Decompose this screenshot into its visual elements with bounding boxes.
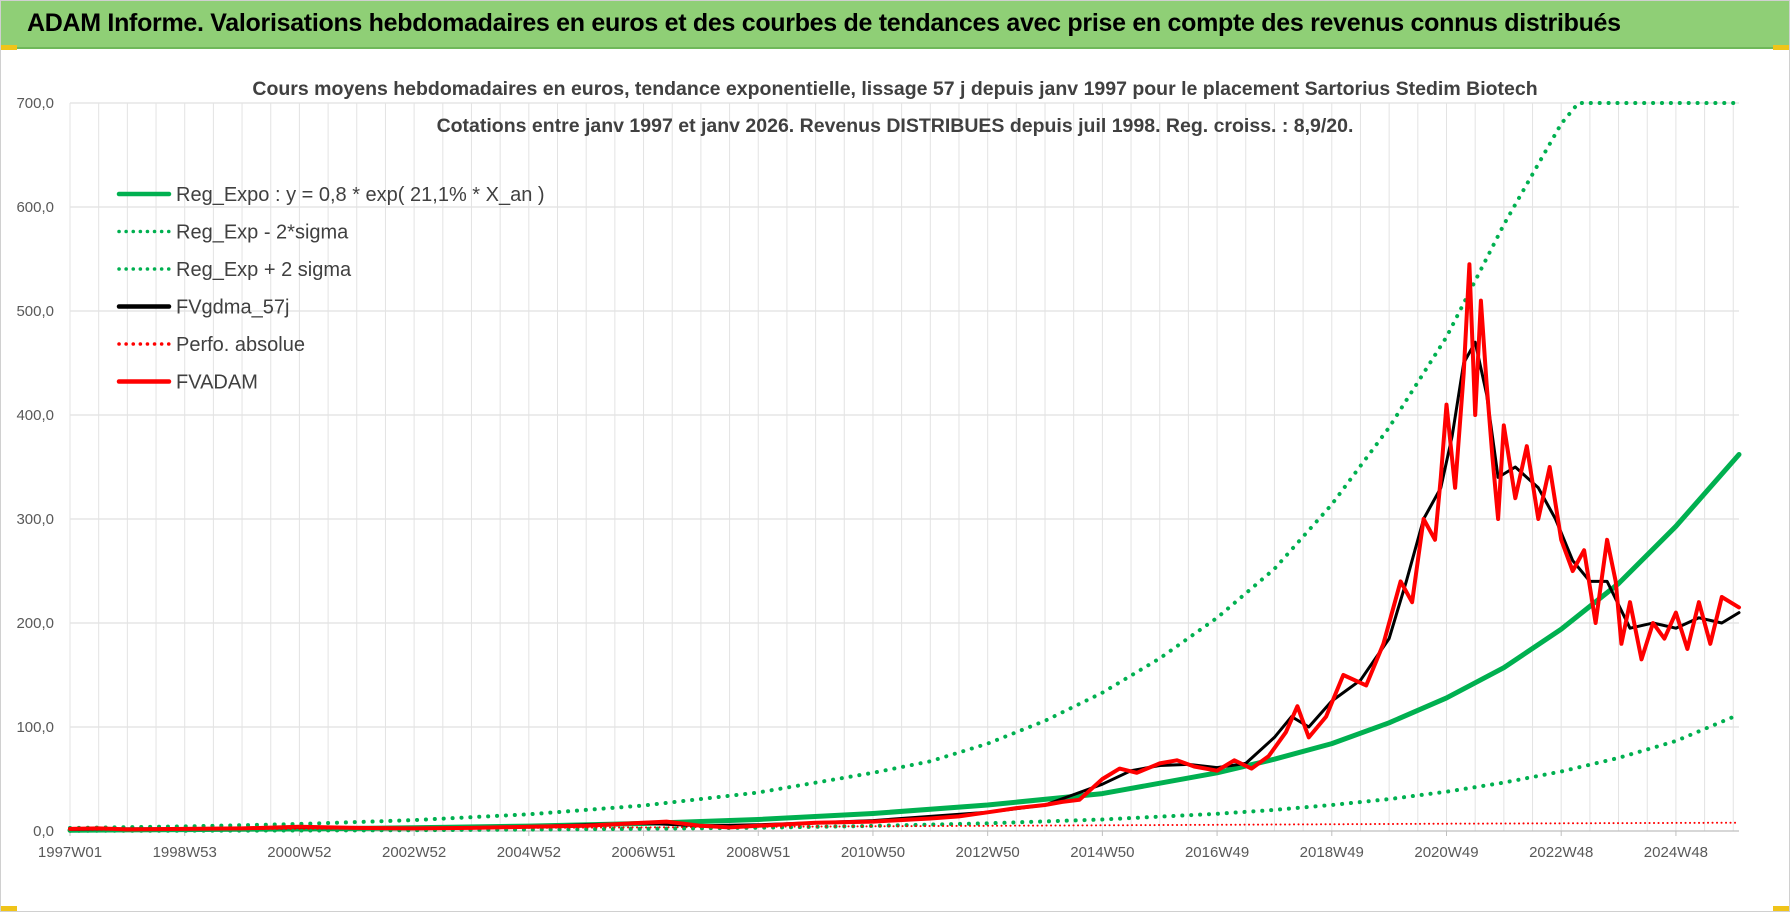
x-tick-label: 1997W01	[38, 844, 102, 861]
chart-axes: 0,0 100,0 200,0 300,0 400,0 500,0 600,0 700,0 19…	[16, 95, 1739, 861]
line-chart: 0,0 100,0 200,0 300,0 400,0 500,0 600,0 700,0 19…	[16, 78, 1742, 861]
chart-grid	[69, 102, 1739, 832]
x-tick-label: 2020W49	[1414, 844, 1478, 861]
chart-title-line-2: Cotations entre janv 1997 et janv 2026. …	[437, 115, 1354, 137]
x-tick-label: 2008W51	[726, 844, 790, 861]
corner-marker	[1, 906, 17, 911]
series-line-2	[68, 101, 1741, 830]
x-tick-label: 2000W52	[267, 844, 331, 861]
legend-label: Reg_Expo : y = 0,8 * exp( 21,1% * X_an )	[176, 184, 545, 206]
x-tick-label: 2010W50	[841, 844, 905, 861]
legend-label: Reg_Exp + 2 sigma	[176, 259, 352, 281]
y-tick-label: 400,0	[16, 407, 54, 424]
corner-marker	[1773, 906, 1789, 911]
y-tick-label: 200,0	[16, 615, 54, 632]
series-line-0	[67, 452, 1742, 833]
x-tick-label: 2004W52	[497, 844, 561, 861]
y-tick-label: 0,0	[33, 823, 54, 840]
y-tick-label: 700,0	[16, 95, 54, 112]
legend-label: Reg_Exp - 2*sigma	[176, 222, 349, 244]
banner: ADAM Informe. Valorisations hebdomadaire…	[1, 1, 1789, 49]
x-tick-label: 2014W50	[1070, 844, 1134, 861]
legend-label: FVADAM	[176, 372, 258, 394]
x-tick-label: 2024W48	[1644, 844, 1708, 861]
series-line-5	[68, 262, 1741, 832]
x-tick-label: 2018W49	[1300, 844, 1364, 861]
legend-label: Perfo. absolue	[176, 334, 305, 356]
banner-title: ADAM Informe. Valorisations hebdomadaire…	[27, 9, 1621, 37]
y-tick-label: 100,0	[16, 719, 54, 736]
chart-series	[67, 101, 1742, 833]
x-tick-label: 1998W53	[153, 844, 217, 861]
x-tick-label: 2002W52	[382, 844, 446, 861]
x-tick-label: 2022W48	[1529, 844, 1593, 861]
y-tick-label: 600,0	[16, 199, 54, 216]
x-tick-label: 2012W50	[956, 844, 1020, 861]
x-tick-label: 2016W49	[1185, 844, 1249, 861]
corner-marker	[1, 45, 17, 50]
x-tick-label: 2006W51	[611, 844, 675, 861]
chart-legend: Reg_Expo : y = 0,8 * exp( 21,1% * X_an )…	[116, 184, 545, 394]
legend-label: FVgdma_57j	[176, 297, 289, 319]
y-tick-label: 500,0	[16, 303, 54, 320]
y-tick-label: 300,0	[16, 511, 54, 528]
corner-marker	[1773, 45, 1789, 50]
chart-title-line-1: Cours moyens hebdomadaires en euros, ten…	[252, 78, 1537, 100]
